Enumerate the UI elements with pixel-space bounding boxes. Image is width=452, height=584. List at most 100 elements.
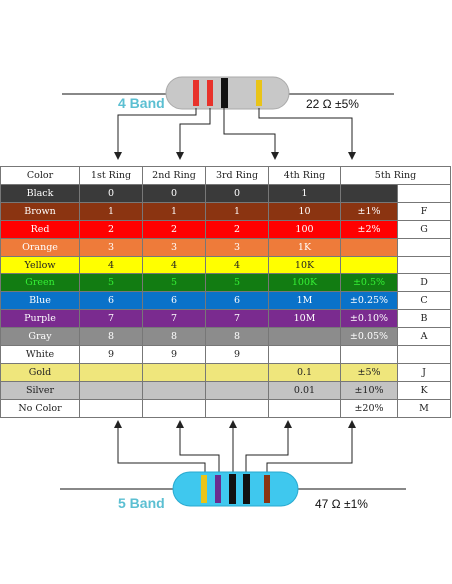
band-3: [229, 474, 236, 504]
color-name-cell: Red: [0, 219, 80, 239]
table-row: Gray 8 8 8 ±0.05% A: [0, 327, 451, 347]
column-header: 3rd Ring: [205, 166, 269, 185]
ring-value-cell: 7: [79, 309, 143, 329]
ring-value-cell: ±2%: [340, 219, 398, 239]
ring-value-cell: 1: [205, 201, 269, 221]
ring-value-cell: 1M: [268, 291, 341, 311]
ring-value-cell: 9: [142, 345, 206, 364]
ring-value-cell: 3: [79, 237, 143, 257]
color-name-cell: Black: [0, 184, 80, 203]
ring-value-cell: ±0.5%: [340, 273, 398, 293]
four-band-title: 4 Band: [118, 95, 165, 111]
ring-value-cell: [205, 380, 269, 400]
ring-value-cell: 9: [79, 345, 143, 364]
band-2: [215, 475, 221, 503]
color-name-cell: Silver: [0, 380, 80, 400]
ring-value-cell: 7: [142, 309, 206, 329]
ring-value-cell: 8: [142, 327, 206, 347]
ring-value-cell: 4: [142, 255, 206, 275]
four-band-resistor: [62, 76, 394, 110]
ring-value-cell: 4: [79, 255, 143, 275]
ring-value-cell: 3: [142, 237, 206, 257]
ring-value-cell: 4: [205, 255, 269, 275]
ring-value-cell: [340, 184, 398, 203]
ring-value-cell: 0: [142, 184, 206, 203]
band-2: [207, 80, 213, 106]
column-header: Color: [0, 166, 80, 185]
table-row: Gold 0.1 ±5% J: [0, 362, 451, 382]
five-band-arrows: [114, 420, 356, 477]
column-header: 5th Ring: [340, 166, 451, 185]
ring-value-cell: 0: [79, 184, 143, 203]
four-band-value: 22 Ω ±5%: [306, 97, 359, 111]
ring-value-cell: 5: [142, 273, 206, 293]
color-name-cell: Purple: [0, 309, 80, 329]
tolerance-code-cell: A: [397, 327, 451, 347]
color-name-cell: Green: [0, 273, 80, 293]
ring-value-cell: [79, 362, 143, 382]
ring-value-cell: 10: [268, 201, 341, 221]
ring-value-cell: [142, 380, 206, 400]
ring-value-cell: 1K: [268, 237, 341, 257]
ring-value-cell: 2: [142, 219, 206, 239]
ring-value-cell: [268, 345, 341, 364]
ring-value-cell: [142, 398, 206, 418]
ring-value-cell: 0.01: [268, 380, 341, 400]
band-4: [243, 474, 250, 504]
ring-value-cell: ±0.10%: [340, 309, 398, 329]
table-row: Black 0 0 0 1: [0, 184, 451, 203]
band-3: [221, 78, 228, 108]
ring-value-cell: 1: [79, 201, 143, 221]
ring-value-cell: 5: [205, 273, 269, 293]
color-name-cell: Gray: [0, 327, 80, 347]
ring-value-cell: [205, 362, 269, 382]
ring-value-cell: ±5%: [340, 362, 398, 382]
color-name-cell: White: [0, 345, 80, 364]
ring-value-cell: 8: [79, 327, 143, 347]
ring-value-cell: 9: [205, 345, 269, 364]
ring-value-cell: [340, 237, 398, 257]
ring-value-cell: [268, 327, 341, 347]
table-row: Yellow 4 4 4 10K: [0, 255, 451, 275]
tolerance-code-cell: [397, 345, 451, 364]
table-row: Brown 1 1 1 10 ±1% F: [0, 201, 451, 221]
ring-value-cell: 1: [142, 201, 206, 221]
ring-value-cell: [268, 398, 341, 418]
tolerance-code-cell: F: [397, 201, 451, 221]
band-1: [201, 475, 207, 503]
ring-value-cell: ±0.05%: [340, 327, 398, 347]
ring-value-cell: [79, 398, 143, 418]
ring-value-cell: 2: [79, 219, 143, 239]
ring-value-cell: 3: [205, 237, 269, 257]
table-row: Blue 6 6 6 1M ±0.25% C: [0, 291, 451, 311]
tolerance-code-cell: M: [397, 398, 451, 418]
table-row: White 9 9 9: [0, 345, 451, 364]
color-name-cell: Orange: [0, 237, 80, 257]
ring-value-cell: 8: [205, 327, 269, 347]
color-name-cell: Yellow: [0, 255, 80, 275]
tolerance-code-cell: K: [397, 380, 451, 400]
ring-value-cell: [79, 380, 143, 400]
table-row: Silver 0.01 ±10% K: [0, 380, 451, 400]
table-header-row: Color 1st Ring 2nd Ring 3rd Ring 4th Ring 5th…: [0, 166, 451, 185]
ring-value-cell: [142, 362, 206, 382]
tolerance-code-cell: [397, 255, 451, 275]
ring-value-cell: ±1%: [340, 201, 398, 221]
tolerance-code-cell: G: [397, 219, 451, 239]
ring-value-cell: 100: [268, 219, 341, 239]
table-row: Purple 7 7 7 10M ±0.10% B: [0, 309, 451, 329]
color-code-table: Color 1st Ring 2nd Ring 3rd Ring 4th Ring 5th…: [0, 166, 451, 418]
five-band-value: 47 Ω ±1%: [315, 497, 368, 511]
ring-value-cell: 2: [205, 219, 269, 239]
ring-value-cell: 5: [79, 273, 143, 293]
ring-value-cell: 10K: [268, 255, 341, 275]
column-header: 1st Ring: [79, 166, 143, 185]
table-row: No Color ±20% M: [0, 398, 451, 418]
five-band-resistor: [60, 471, 406, 507]
ring-value-cell: 1: [268, 184, 341, 203]
table-row: Orange 3 3 3 1K: [0, 237, 451, 257]
color-name-cell: Blue: [0, 291, 80, 311]
color-name-cell: Brown: [0, 201, 80, 221]
band-5: [264, 475, 270, 503]
